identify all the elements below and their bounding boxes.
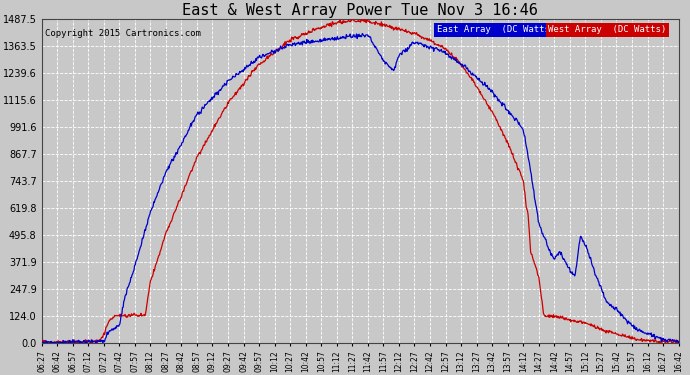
Text: West Array  (DC Watts): West Array (DC Watts): [548, 26, 667, 34]
Title: East & West Array Power Tue Nov 3 16:46: East & West Array Power Tue Nov 3 16:46: [182, 3, 538, 18]
Text: East Array  (DC Watts): East Array (DC Watts): [437, 26, 555, 34]
Text: Copyright 2015 Cartronics.com: Copyright 2015 Cartronics.com: [45, 28, 201, 38]
